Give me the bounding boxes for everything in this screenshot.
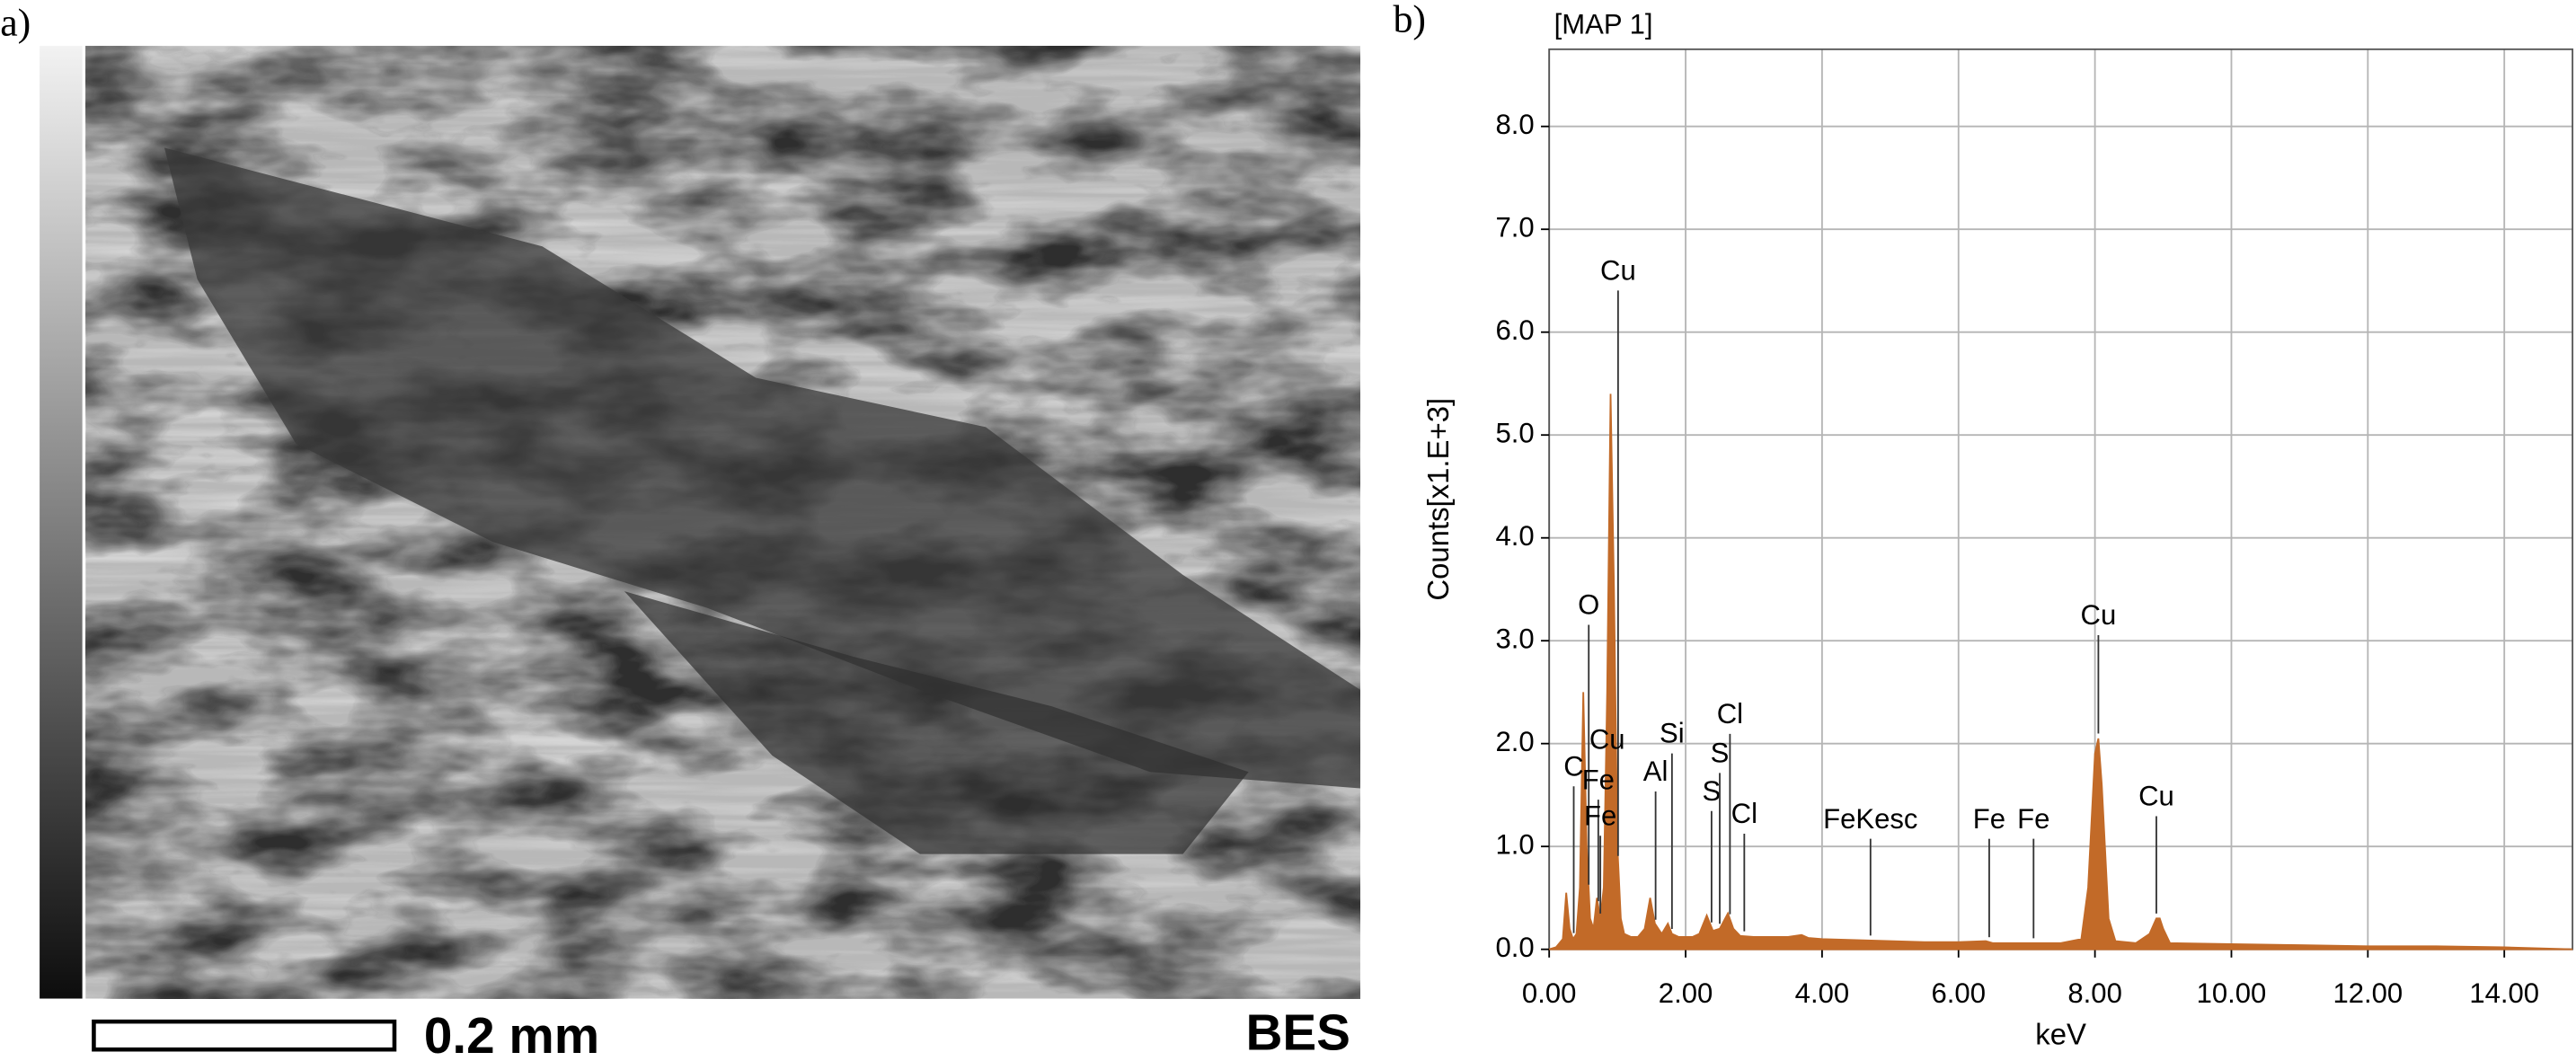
- scale-bar-label: 0.2 mm: [424, 1008, 599, 1061]
- scale-bar: [92, 1019, 397, 1052]
- annotation: Al: [1643, 756, 1669, 787]
- y-tick-label: 5.0: [1496, 417, 1535, 448]
- y-tick-label: 8.0: [1496, 109, 1535, 140]
- annotation: C: [1563, 750, 1583, 782]
- annotation: Fe: [1582, 764, 1615, 795]
- x-axis-label: keV: [2035, 1017, 2086, 1050]
- gray-scale-bar: [40, 46, 83, 999]
- panel-label: a): [0, 1, 31, 44]
- annotation: Cu: [2138, 781, 2174, 812]
- plot-frame: [1548, 48, 2574, 950]
- x-tick-label: 12.00: [2333, 977, 2403, 1009]
- annotation: Fe: [2017, 803, 2049, 835]
- annotation: FeKesc: [1823, 803, 1917, 835]
- y-tick-label: 7.0: [1496, 211, 1535, 243]
- chart-title: [MAP 1]: [1554, 8, 1653, 40]
- annotation: Cu: [1600, 255, 1636, 287]
- annotation: S: [1703, 775, 1722, 807]
- x-tick-label: 10.00: [2197, 977, 2267, 1009]
- sem-image: [85, 46, 1360, 999]
- mode-label: BES: [1245, 1005, 1350, 1061]
- spectrum-area: [1548, 393, 2573, 950]
- x-tick-label: 0.00: [1522, 977, 1576, 1009]
- annotation: Cu: [2081, 599, 2117, 631]
- annotation: S: [1711, 737, 1730, 768]
- annotation: Cl: [1731, 798, 1757, 829]
- y-tick-label: 6.0: [1496, 314, 1535, 346]
- spectrum-chart: 0.0 1.0 2.0 3.0 4.0 5.0 6.0 7.0 8.0 0.00 2.00 4.00 6…: [1421, 8, 2574, 1050]
- y-tick-label: 4.0: [1496, 520, 1535, 552]
- annotation: Si: [1660, 718, 1685, 749]
- y-tick-label: 1.0: [1496, 828, 1535, 860]
- annotation: Fe: [1973, 803, 2005, 835]
- annotation: Cu: [1589, 724, 1625, 756]
- annotation: Cl: [1717, 698, 1743, 729]
- panel-label: b): [1394, 0, 1427, 41]
- y-axis-label: Counts[x1.E+3]: [1421, 398, 1455, 601]
- y-tick-label: 3.0: [1496, 623, 1535, 654]
- annotation: O: [1578, 589, 1599, 621]
- x-tick-label: 6.00: [1932, 977, 1986, 1009]
- annotation: Fe: [1584, 800, 1616, 831]
- x-tick-label: 4.00: [1795, 977, 1849, 1009]
- x-tick-label: 14.00: [2469, 977, 2539, 1009]
- y-tick-label: 0.0: [1496, 932, 1535, 963]
- x-tick-label: 8.00: [2067, 977, 2121, 1009]
- y-tick-label: 2.0: [1496, 726, 1535, 757]
- x-tick-label: 2.00: [1659, 977, 1713, 1009]
